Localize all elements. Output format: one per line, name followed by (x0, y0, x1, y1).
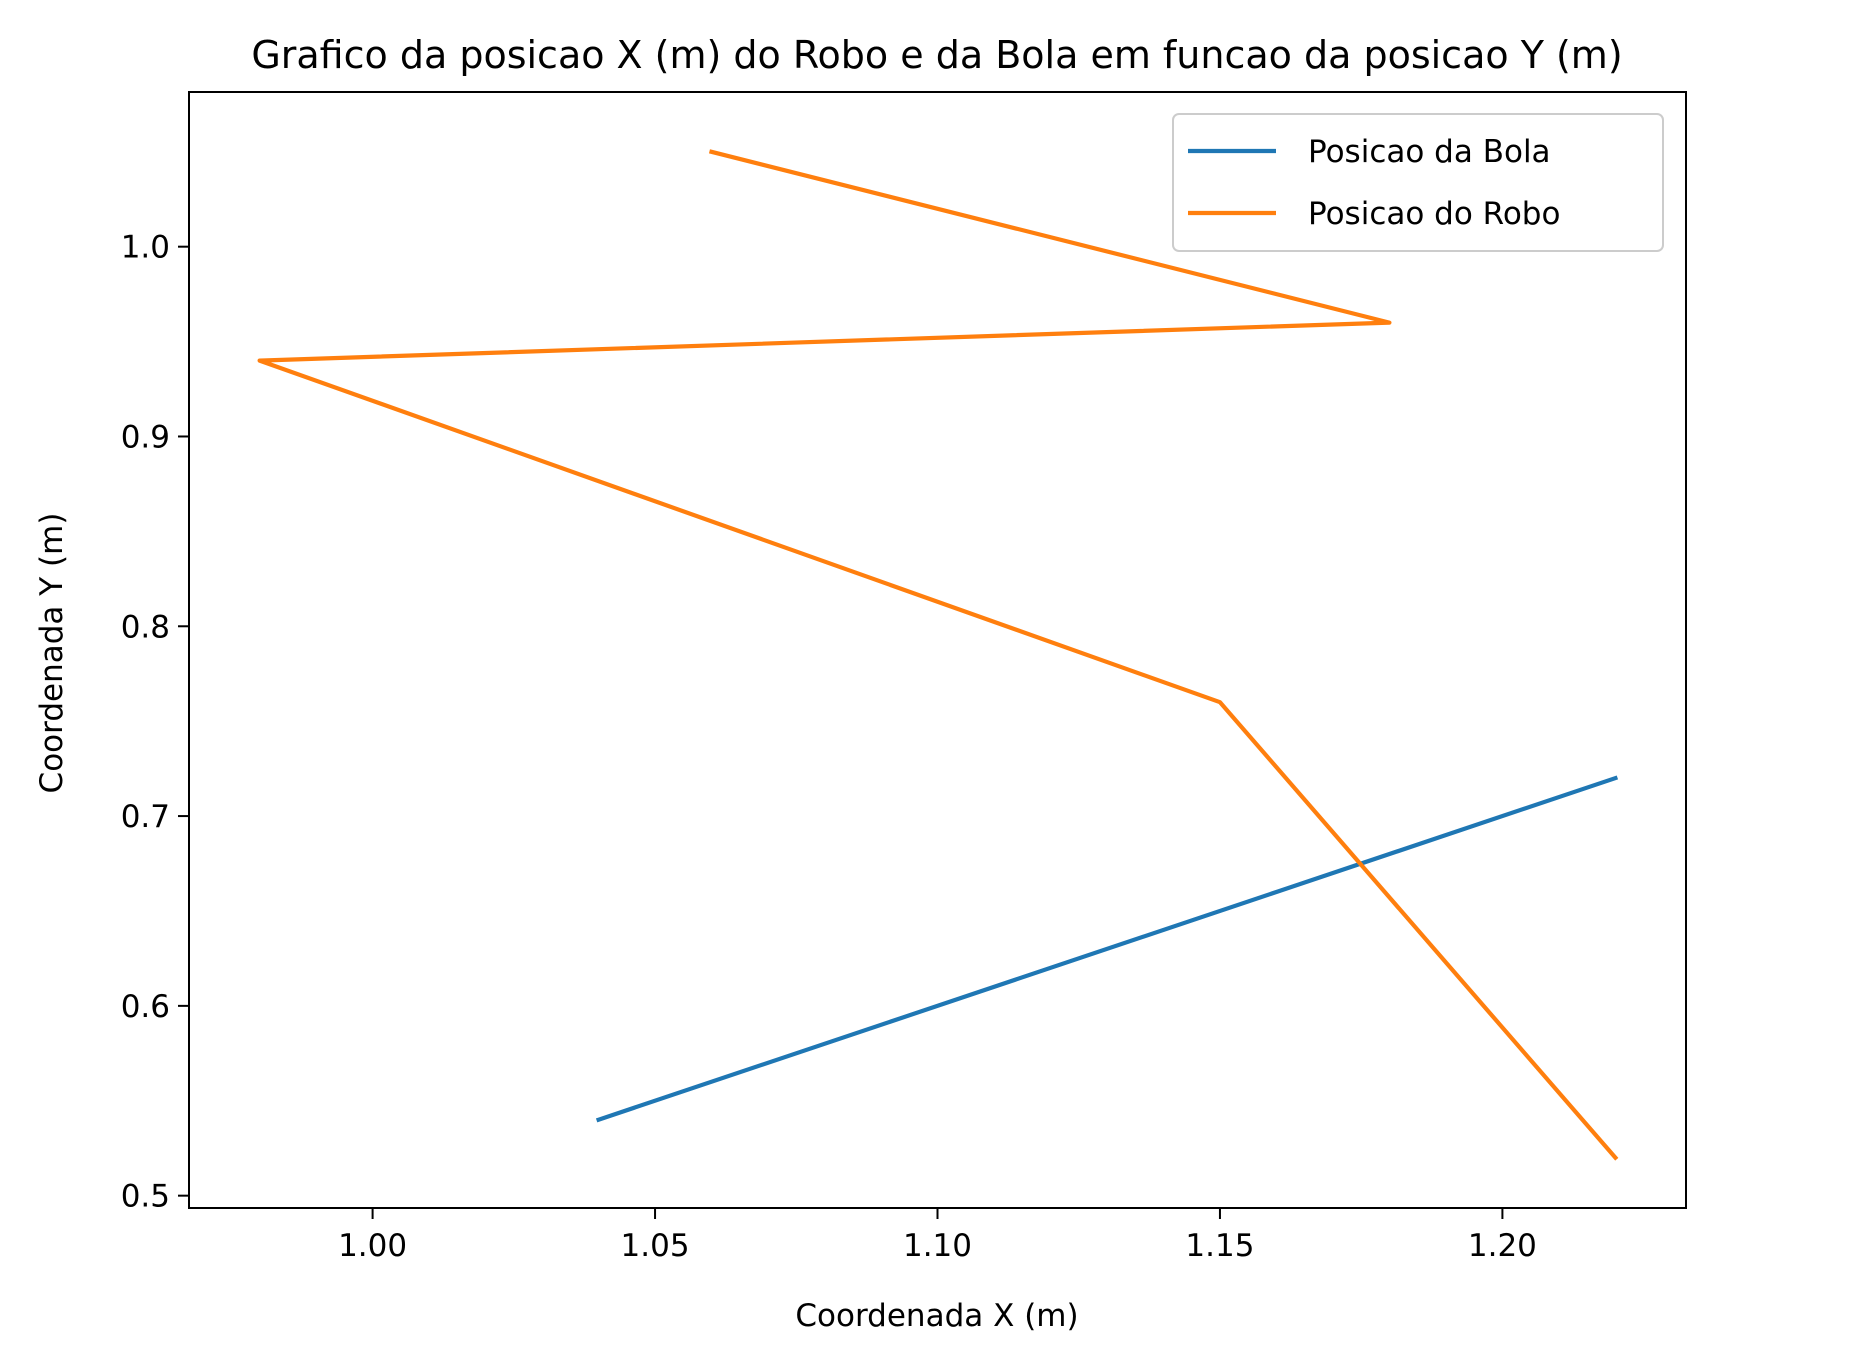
legend: Posicao da Bola Posicao do Robo (1172, 113, 1664, 252)
legend-box (1172, 113, 1664, 252)
y-axis-label: Coordenada Y (m) (34, 513, 70, 794)
y-tick-label: 0.6 (121, 989, 170, 1025)
legend-label-0: Posicao da Bola (1308, 134, 1551, 170)
y-tick-label: 1.0 (121, 230, 170, 266)
x-tick-label: 1.20 (1468, 1228, 1537, 1264)
plot-area: 1.00 1.05 1.10 1.15 1.20 0.5 0.6 0.7 0.8 0.9 1.0 Po… (121, 91, 1687, 1264)
x-tick-label: 1.10 (903, 1228, 972, 1264)
chart-title: Grafico da posicao X (m) do Robo e da Bo… (251, 33, 1622, 77)
x-tick-label: 1.00 (338, 1228, 407, 1264)
series-line-1 (257, 149, 1619, 1161)
y-tick-label: 0.7 (121, 799, 170, 835)
y-tick-label: 0.5 (121, 1179, 170, 1215)
x-axis-label: Coordenada X (m) (795, 1298, 1078, 1334)
legend-label-1: Posicao do Robo (1308, 196, 1560, 232)
x-tick-label: 1.15 (1185, 1228, 1254, 1264)
x-tick-label: 1.05 (621, 1228, 690, 1264)
series-line-0 (595, 775, 1619, 1123)
y-tick-label: 0.8 (121, 609, 170, 645)
y-tick-label: 0.9 (121, 419, 170, 455)
axes-frame (188, 91, 1687, 1209)
